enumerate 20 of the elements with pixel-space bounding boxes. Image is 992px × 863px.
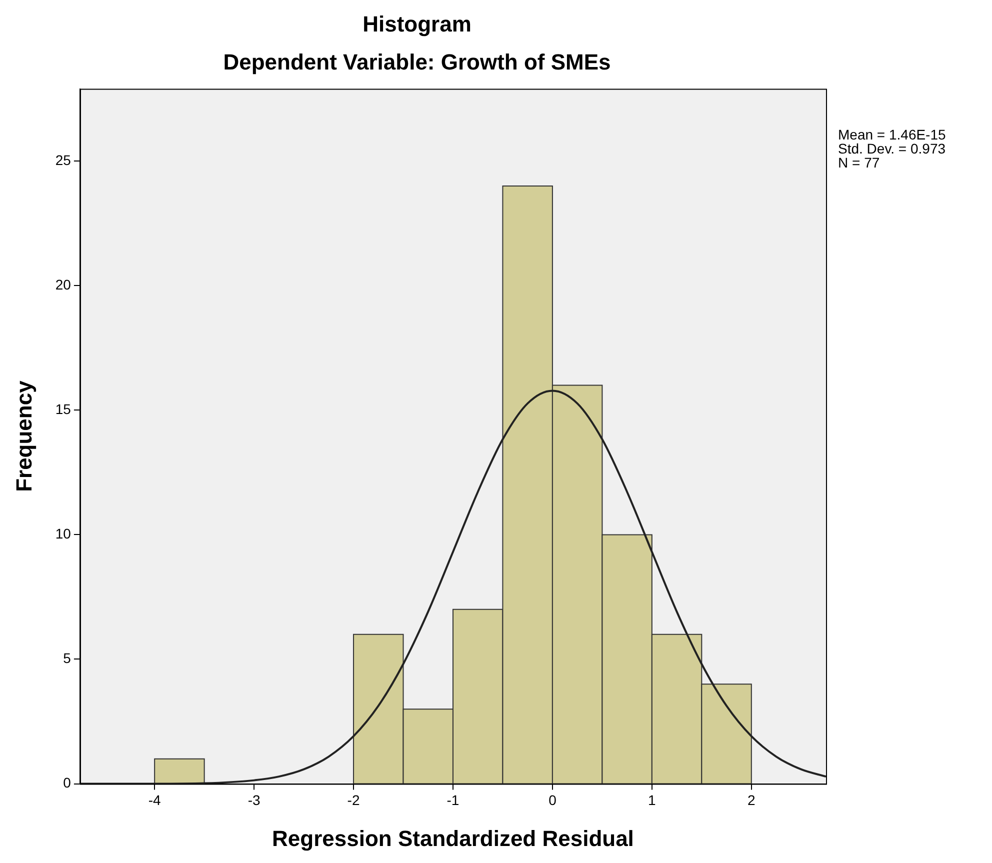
x-tick-label: 0 [548, 792, 557, 808]
y-tick-label: 5 [63, 650, 72, 666]
text: Mean = 1.46E-15 [838, 126, 946, 143]
x-axis-title: Regression Standardized Residual [272, 826, 634, 851]
x-tick-label: -1 [446, 792, 460, 808]
x-tick-label: 1 [648, 792, 656, 808]
x-tick-label: -4 [148, 792, 162, 808]
y-axis-title: Frequency [11, 380, 36, 492]
x-tick-label: -2 [347, 792, 360, 808]
x-tick-label: -3 [248, 792, 260, 808]
chart-title: Histogram [362, 11, 472, 36]
y-tick-label: 0 [63, 774, 72, 791]
chart-subtitle: Dependent Variable: Growth of SMEs [223, 50, 611, 75]
y-tick-label: 15 [55, 401, 72, 418]
text: Std. Dev. = 0.973 [838, 140, 946, 157]
x-tick-label: 2 [748, 792, 756, 808]
y-tick-label: 10 [55, 526, 72, 542]
y-tick-label: 25 [55, 152, 72, 168]
y-tick-label: 20 [55, 276, 72, 292]
text: N = 77 [838, 154, 880, 171]
